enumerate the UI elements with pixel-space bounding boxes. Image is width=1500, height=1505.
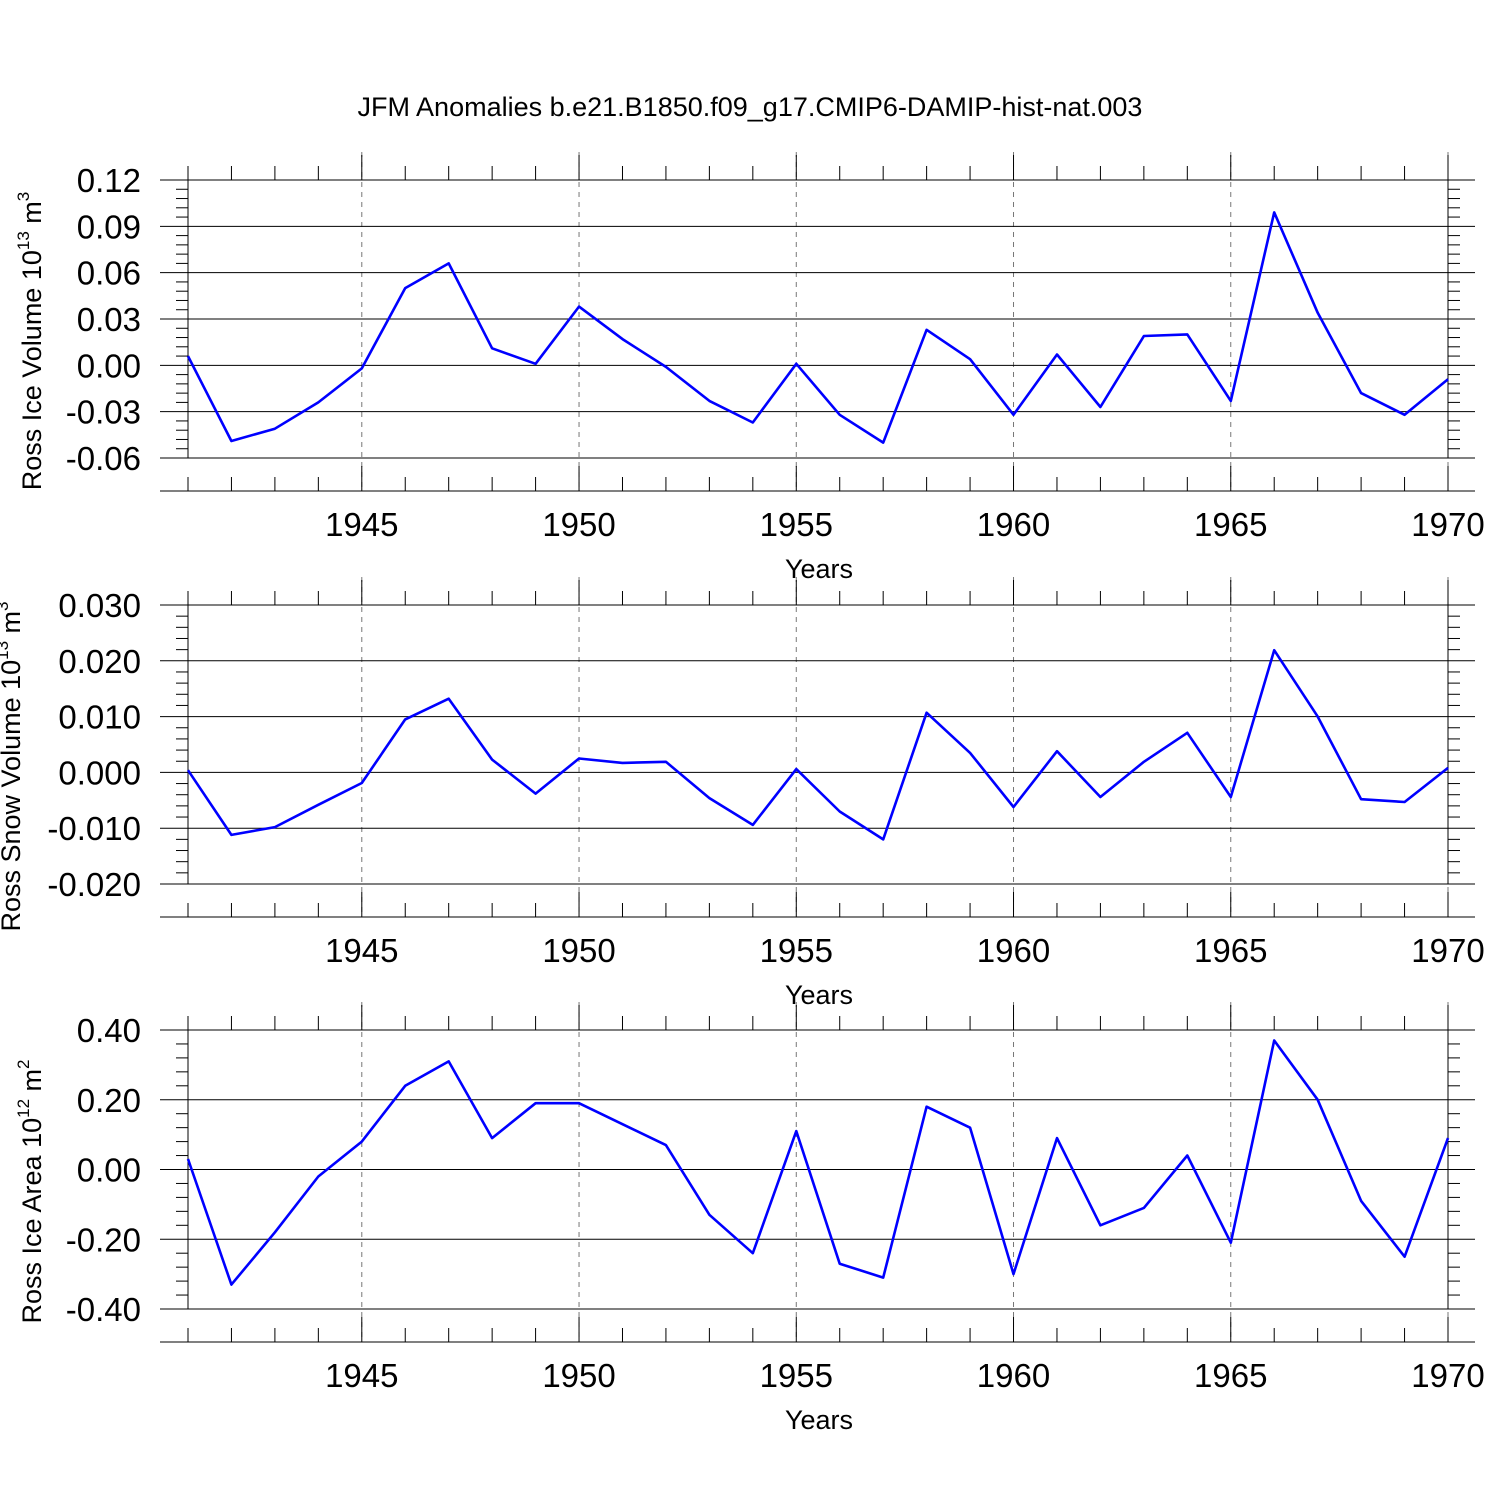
x-tick-label: 1960 xyxy=(977,932,1050,969)
x-tick-label: 1965 xyxy=(1194,932,1267,969)
x-tick-label: 1970 xyxy=(1411,506,1484,543)
x-tick-label: 1950 xyxy=(542,506,615,543)
x-tick-label: 1955 xyxy=(760,506,833,543)
y-tick-label: -0.020 xyxy=(47,866,141,903)
y-tick-label: 0.06 xyxy=(77,255,141,292)
series-line xyxy=(188,212,1448,442)
series-line xyxy=(188,1041,1448,1285)
chart-panel-2: -0.020 -0.010 0.000 0.010 0.020 0.030 1945 1950… xyxy=(0,577,1485,1010)
y-tick-label: -0.010 xyxy=(47,810,141,847)
x-tick-label: 1970 xyxy=(1411,932,1484,969)
y-tick-label: -0.06 xyxy=(66,440,141,477)
figure-title: JFM Anomalies b.e21.B1850.f09_g17.CMIP6-… xyxy=(358,92,1143,122)
x-tick-label: 1955 xyxy=(760,932,833,969)
x-axis-label: Years xyxy=(785,554,853,584)
x-tick-label: 1970 xyxy=(1411,1357,1484,1394)
y-tick-label: 0.03 xyxy=(77,301,141,338)
x-axis-label: Years xyxy=(785,980,853,1010)
y-tick-label: 0.00 xyxy=(77,347,141,384)
x-tick-label: 1965 xyxy=(1194,1357,1267,1394)
y-tick-label: 0.40 xyxy=(77,1012,141,1049)
chart-panel-3: -0.40 -0.20 0.00 0.20 0.40 1945 1950 1955 1960 19… xyxy=(14,1002,1485,1435)
series-line xyxy=(188,650,1448,839)
x-tick-label: 1945 xyxy=(325,506,398,543)
y-tick-label: 0.010 xyxy=(58,699,141,736)
y-tick-label: 0.12 xyxy=(77,162,141,199)
chart-panel-1: -0.06 -0.03 0.00 0.03 0.06 0.09 0.12 1945 1950 19… xyxy=(14,152,1485,584)
y-tick-label: 0.020 xyxy=(58,643,141,680)
x-tick-label: 1950 xyxy=(542,932,615,969)
x-tick-label: 1965 xyxy=(1194,506,1267,543)
y-tick-label: 0.20 xyxy=(77,1082,141,1119)
y-tick-label: -0.03 xyxy=(66,394,141,431)
x-tick-label: 1945 xyxy=(325,932,398,969)
y-tick-label: 0.00 xyxy=(77,1152,141,1189)
x-tick-label: 1960 xyxy=(977,506,1050,543)
y-tick-label: 0.030 xyxy=(58,587,141,624)
y-axis-label: Ross Ice Area 1012 m2 xyxy=(14,1059,47,1323)
y-axis-label: Ross Snow Volume 1013 m3 xyxy=(0,601,26,931)
y-tick-label: -0.20 xyxy=(66,1221,141,1258)
x-tick-label: 1960 xyxy=(977,1357,1050,1394)
y-tick-label: 0.000 xyxy=(58,754,141,791)
y-tick-label: 0.09 xyxy=(77,208,141,245)
x-tick-label: 1955 xyxy=(760,1357,833,1394)
x-tick-label: 1950 xyxy=(542,1357,615,1394)
x-axis-label: Years xyxy=(785,1405,853,1435)
y-axis-label: Ross Ice Volume 1013 m3 xyxy=(14,192,47,491)
x-tick-label: 1945 xyxy=(325,1357,398,1394)
y-tick-label: -0.40 xyxy=(66,1291,141,1328)
